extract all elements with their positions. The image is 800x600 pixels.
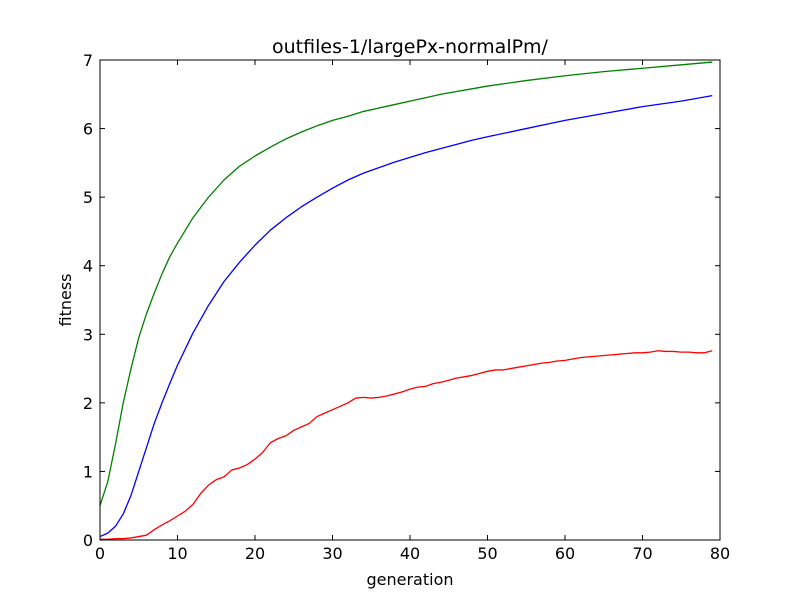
y-tick-label: 0 — [83, 531, 93, 550]
x-tick-label: 10 — [167, 544, 187, 563]
y-tick-label: 6 — [83, 120, 93, 139]
x-tick-label: 20 — [245, 544, 265, 563]
y-tick-label: 5 — [83, 188, 93, 207]
y-tick-label: 1 — [83, 462, 93, 481]
series-line-min — [100, 350, 713, 540]
x-tick-label: 80 — [710, 544, 730, 563]
series-line-max — [99, 61, 713, 506]
x-tick-label: 40 — [400, 544, 420, 563]
x-tick-label: 0 — [95, 544, 105, 563]
chart-title: outfiles-1/largePx-normalPm/ — [272, 36, 549, 58]
y-axis-title: fitness — [56, 273, 75, 326]
y-tick-label: 2 — [83, 394, 93, 413]
x-axis-title: generation — [366, 570, 453, 589]
x-tick-label: 70 — [632, 544, 652, 563]
series-layer — [99, 61, 713, 540]
y-tick-label: 4 — [83, 257, 93, 276]
x-tick-label: 30 — [322, 544, 342, 563]
series-line-mean — [99, 95, 713, 538]
ticks-layer: 0 10 20 30 40 50 60 70 80 0 1 2 3 4 5 6 7 — [83, 51, 730, 563]
x-tick-label: 50 — [477, 544, 497, 563]
y-tick-label: 7 — [83, 51, 93, 70]
y-tick-label: 3 — [83, 325, 93, 344]
x-tick-label: 60 — [555, 544, 575, 563]
